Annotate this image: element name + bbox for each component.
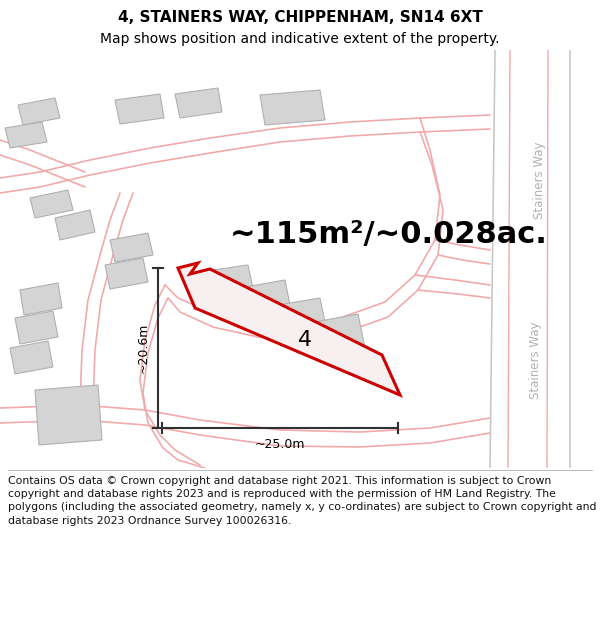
Polygon shape: [20, 283, 62, 315]
Polygon shape: [175, 88, 222, 118]
Text: ~115m²/~0.028ac.: ~115m²/~0.028ac.: [230, 221, 548, 249]
Polygon shape: [240, 280, 292, 322]
Text: ~25.0m: ~25.0m: [255, 438, 305, 451]
Polygon shape: [200, 265, 255, 305]
Polygon shape: [105, 258, 148, 289]
Polygon shape: [315, 314, 365, 356]
Text: Map shows position and indicative extent of the property.: Map shows position and indicative extent…: [100, 32, 500, 46]
Polygon shape: [278, 298, 327, 339]
Polygon shape: [178, 263, 400, 395]
Polygon shape: [260, 90, 325, 125]
Polygon shape: [10, 341, 53, 374]
Polygon shape: [115, 94, 164, 124]
Polygon shape: [5, 122, 47, 148]
Polygon shape: [55, 210, 95, 240]
Polygon shape: [18, 98, 60, 125]
Text: Stainers Way: Stainers Way: [533, 141, 547, 219]
Text: 4: 4: [298, 330, 312, 350]
Text: ~20.6m: ~20.6m: [137, 322, 150, 373]
Text: Stainers Way: Stainers Way: [529, 321, 542, 399]
Text: Contains OS data © Crown copyright and database right 2021. This information is : Contains OS data © Crown copyright and d…: [8, 476, 596, 526]
Text: 4, STAINERS WAY, CHIPPENHAM, SN14 6XT: 4, STAINERS WAY, CHIPPENHAM, SN14 6XT: [118, 10, 482, 25]
Polygon shape: [30, 190, 73, 218]
Polygon shape: [15, 311, 58, 344]
Polygon shape: [35, 385, 102, 445]
Polygon shape: [110, 233, 153, 262]
